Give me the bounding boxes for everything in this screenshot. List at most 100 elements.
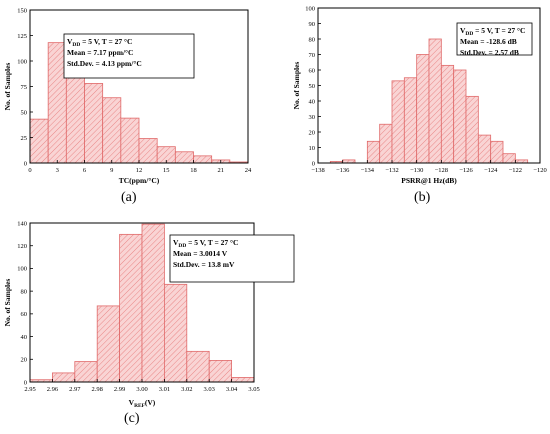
x-tick-label: 6 (83, 167, 87, 174)
x-tick-label: −132 (385, 167, 398, 174)
histogram-bar (465, 95, 479, 164)
histogram-bar (490, 140, 504, 164)
y-tick-label: 80 (21, 288, 28, 295)
histogram-bar (193, 155, 213, 164)
histogram-bar (96, 305, 120, 383)
x-tick-label: 2.95 (24, 386, 35, 393)
annotation-line: VDD = 5 V, T = 27 °C (67, 37, 132, 48)
histogram-bar (428, 38, 442, 164)
x-tick-label: −128 (435, 167, 448, 174)
annotation-box (456, 22, 533, 56)
x-tick-label: 3.00 (136, 386, 147, 393)
y-axis-label: No. of Samples (292, 62, 301, 110)
annotation-line: Mean = -128.6 dB (460, 37, 517, 46)
y-tick-label: 150 (17, 7, 27, 14)
y-tick-label: 120 (17, 243, 27, 250)
x-tick-label: 24 (245, 167, 252, 174)
histogram-bar (84, 83, 104, 164)
x-tick-label: 18 (190, 167, 197, 174)
y-tick-label: 50 (309, 83, 316, 90)
chart-panel-1: −138 −136 −134 −132 −130 −128 −126 −124 −122 −120… (292, 5, 547, 185)
histogram-bar (366, 140, 381, 164)
y-tick-label: 0 (312, 160, 315, 167)
y-tick-label: 0 (24, 379, 27, 386)
x-axis-label: PSRR@1 Hz(dB) (401, 176, 457, 185)
histogram-bar (453, 69, 467, 164)
histogram-bar (379, 123, 393, 164)
histogram-bar (502, 153, 516, 164)
histogram-bar (403, 77, 418, 164)
histogram-bar (102, 97, 122, 164)
x-tick-label: 3.01 (159, 386, 170, 393)
x-tick-label: 3.02 (181, 386, 192, 393)
caption-a: (a) (121, 190, 137, 205)
x-tick-label: −138 (311, 167, 324, 174)
y-tick-label: 100 (17, 58, 27, 65)
x-tick-label: −126 (459, 167, 473, 174)
y-tick-label: 20 (309, 129, 316, 136)
annotation-line: Std.Dev. = 13.8 mV (173, 260, 235, 269)
y-tick-label: 75 (21, 84, 28, 91)
histogram-bar (74, 361, 98, 383)
y-tick-label: 60 (21, 311, 28, 318)
histogram-bar (138, 138, 158, 164)
y-tick-label: 40 (21, 334, 28, 341)
y-tick-label: 100 (17, 266, 27, 273)
annotation-line: Std.Dev. = 2.57 dB (460, 48, 519, 57)
y-tick-label: 90 (309, 21, 316, 28)
y-tick-label: 10 (309, 145, 316, 152)
histogram-bar (416, 54, 430, 164)
x-axis-label: TC(ppm/°C) (119, 176, 160, 185)
annotation-line: VDD = 5 V, T = 27 °C (173, 238, 238, 249)
x-tick-label: −122 (509, 167, 522, 174)
histogram-bar (65, 69, 85, 164)
x-tick-label: 2.97 (69, 386, 81, 393)
annotation-line: Mean = 7.17 ppm/°C (67, 48, 133, 57)
y-tick-label: 80 (309, 36, 316, 43)
y-tick-label: 100 (305, 5, 315, 12)
histogram-bar (440, 64, 455, 164)
y-tick-label: 30 (309, 114, 316, 121)
y-tick-label: 140 (17, 220, 27, 227)
histogram-bar (29, 118, 49, 164)
annotation-line: Std.Dev. = 4.13 ppm/°C (67, 59, 142, 68)
histogram-bar (120, 117, 140, 164)
x-tick-label: 21 (218, 167, 225, 174)
y-axis-label: No. of Samples (3, 279, 12, 327)
y-axis-label: No. of Samples (3, 63, 12, 111)
histogram-bar (231, 377, 255, 383)
x-tick-label: 15 (163, 167, 170, 174)
annotation-box (63, 33, 195, 79)
y-tick-label: 25 (21, 135, 28, 142)
x-tick-label: 2.96 (47, 386, 59, 393)
caption-c: (c) (124, 411, 140, 426)
x-tick-label: −130 (410, 167, 423, 174)
caption-b: (b) (414, 190, 431, 205)
y-tick-label: 70 (309, 52, 316, 59)
histogram-bar (141, 223, 165, 383)
x-tick-label: −136 (336, 167, 350, 174)
histogram-bar (477, 134, 492, 164)
histogram-bar (186, 350, 210, 383)
x-tick-label: 12 (136, 167, 143, 174)
annotation-line: Mean = 3.0014 V (173, 249, 228, 258)
histogram-bar (163, 283, 188, 383)
histogram-bar (208, 360, 232, 383)
x-tick-label: −134 (361, 167, 375, 174)
x-tick-label: 3.04 (226, 386, 238, 393)
histogram-bar (174, 151, 194, 164)
y-tick-label: 125 (17, 33, 27, 40)
histogram-bar (391, 80, 405, 164)
x-tick-label: 0 (28, 167, 31, 174)
annotation-line: VDD = 5 V, T = 27 °C (460, 26, 525, 37)
y-tick-label: 40 (309, 98, 316, 105)
chart-panel-0: 0 3 6 9 12 15 18 21 24 0 25 50 75 100 125 150 TC(ppm/°C)… (3, 7, 252, 185)
x-tick-label: −124 (484, 167, 498, 174)
x-tick-label: 2.99 (114, 386, 125, 393)
annotation-box (169, 234, 295, 283)
x-tick-label: 3 (56, 167, 59, 174)
y-tick-label: 20 (21, 357, 28, 364)
